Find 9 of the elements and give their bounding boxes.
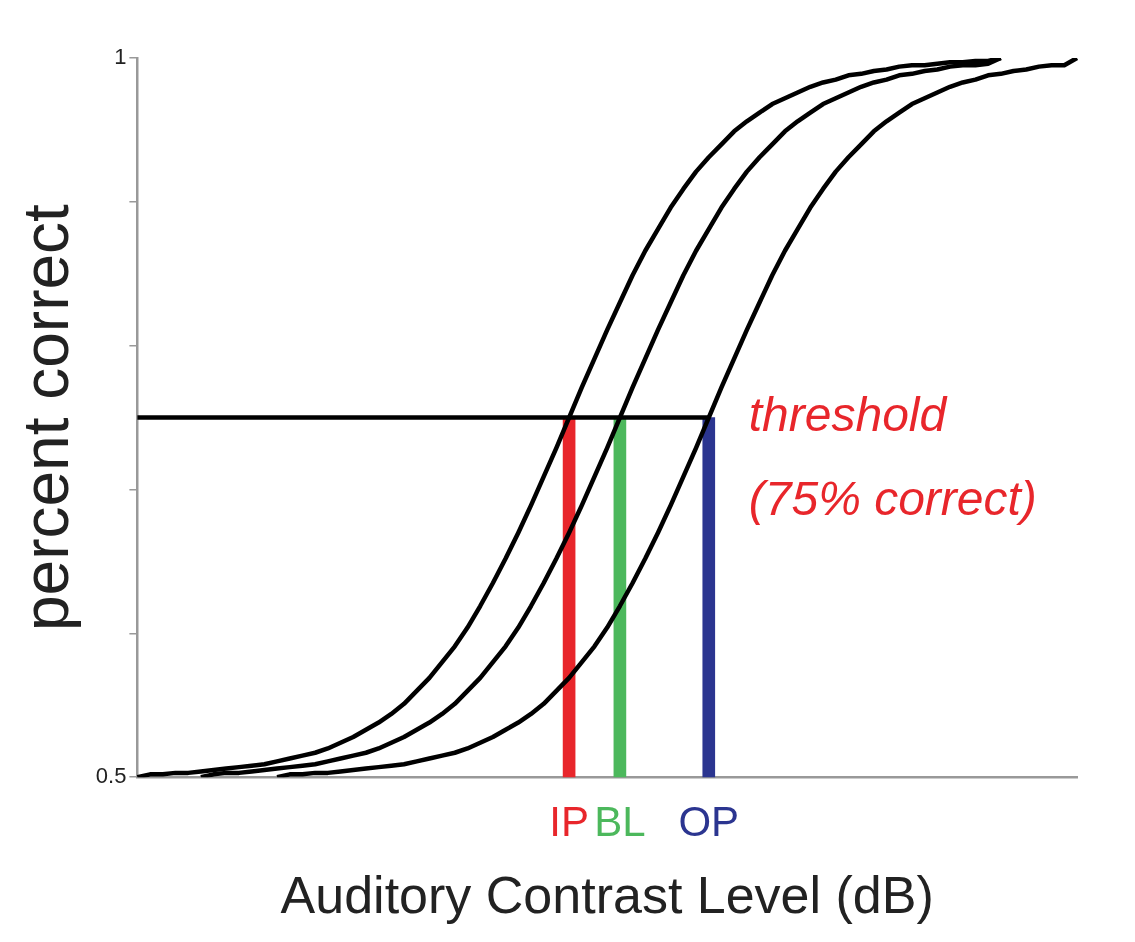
- x-tick-label: IP: [549, 797, 589, 845]
- y-axis-title: percent correct: [10, 203, 83, 632]
- x-tick-label: BL: [594, 797, 646, 845]
- annotation: (75% correct): [748, 471, 1037, 525]
- annotation: threshold: [748, 387, 948, 441]
- x-axis-title: Auditory Contrast Level (dB): [280, 866, 934, 925]
- y-tick-label: 0.5: [95, 763, 127, 789]
- x-tick-label: OP: [678, 797, 740, 845]
- y-tick-label: 1: [114, 44, 127, 70]
